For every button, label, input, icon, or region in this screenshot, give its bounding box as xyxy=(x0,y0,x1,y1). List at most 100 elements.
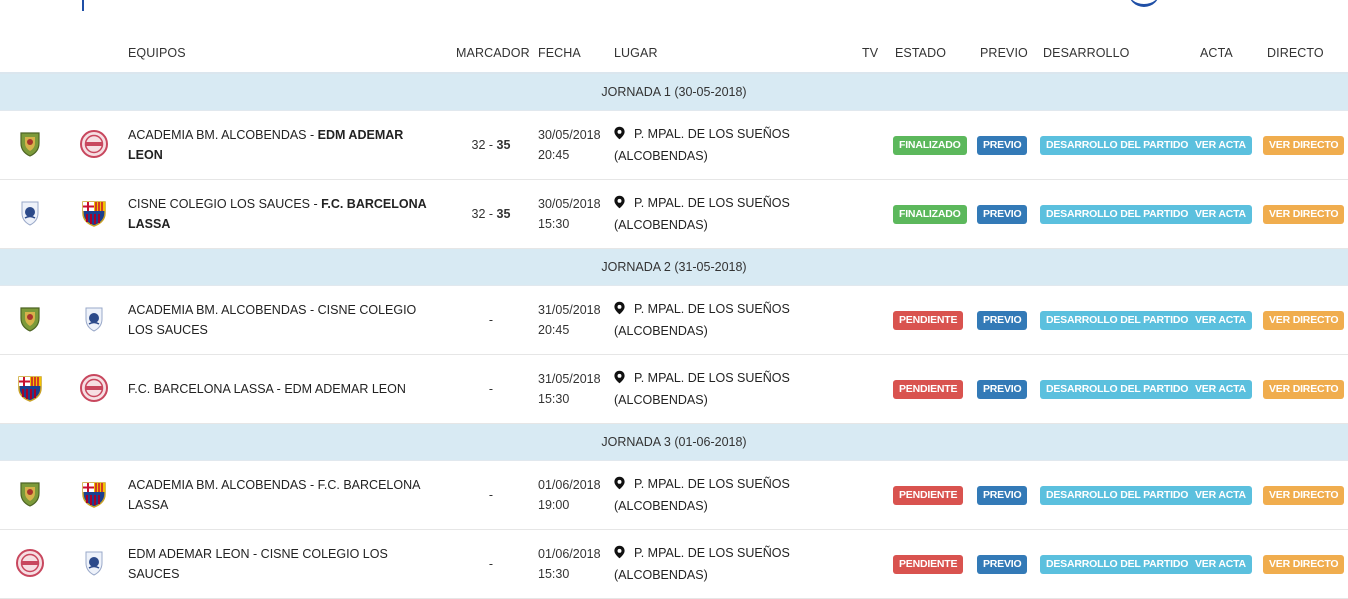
ver-directo-button[interactable]: VER DIRECTO xyxy=(1263,310,1345,330)
col-marcador: MARCADOR xyxy=(450,33,532,74)
ver-acta-button[interactable]: VER ACTA xyxy=(1189,310,1252,330)
previo-button[interactable]: PREVIO xyxy=(977,485,1028,505)
match-venue: P. MPAL. DE LOS SUEÑOS (ALCOBENDAS) xyxy=(614,460,860,530)
previo-button[interactable]: PREVIO xyxy=(977,379,1028,399)
col-previo: PREVIO xyxy=(977,33,1040,74)
venue-name[interactable]: P. MPAL. DE LOS SUEÑOS xyxy=(634,127,790,141)
map-pin-icon xyxy=(614,301,628,321)
jornada-title: JORNADA 1 (30-05-2018) xyxy=(0,73,1348,111)
ademar-crest-icon xyxy=(79,129,109,162)
fixtures-body: JORNADA 1 (30-05-2018) ACADEMIA BM. ALCO… xyxy=(0,73,1348,599)
score-local: 32 xyxy=(471,207,486,221)
previo-button[interactable]: PREVIO xyxy=(977,204,1028,224)
ver-directo-button[interactable]: VER DIRECTO xyxy=(1263,379,1345,399)
table-row[interactable]: F.C. BARCELONA LASSA - EDM ADEMAR LEON -… xyxy=(0,354,1348,424)
ver-directo-button[interactable]: VER DIRECTO xyxy=(1263,485,1345,505)
table-row[interactable]: CISNE COLEGIO LOS SAUCES - F.C. BARCELON… xyxy=(0,179,1348,249)
desarrollo-button[interactable]: DESARROLLO DEL PARTIDO xyxy=(1040,310,1195,330)
match-tv xyxy=(860,110,893,180)
match-teams: CISNE COLEGIO LOS SAUCES - F.C. BARCELON… xyxy=(128,179,450,249)
team-visitor[interactable]: F.C. BARCELONA LASSA xyxy=(128,478,420,512)
match-venue: P. MPAL. DE LOS SUEÑOS (ALCOBENDAS) xyxy=(614,179,860,249)
map-pin-icon xyxy=(614,370,628,390)
date-text: 01/06/2018 xyxy=(538,547,601,561)
jornada-title: JORNADA 3 (01-06-2018) xyxy=(0,423,1348,461)
desarrollo-button[interactable]: DESARROLLO DEL PARTIDO xyxy=(1040,135,1195,155)
team-local[interactable]: EDM ADEMAR LEON xyxy=(128,547,250,561)
team-local[interactable]: ACADEMIA BM. ALCOBENDAS xyxy=(128,128,307,142)
fixtures-table: EQUIPOS MARCADOR FECHA LUGAR TV ESTADO P… xyxy=(0,33,1348,599)
match-score: 32 - 35 xyxy=(450,179,532,249)
col-desarrollo: DESARROLLO xyxy=(1040,33,1189,74)
team-visitor[interactable]: CISNE COLEGIO LOS SAUCES xyxy=(128,303,417,337)
venue-city: (ALCOBENDAS) xyxy=(614,149,708,163)
match-venue: P. MPAL. DE LOS SUEÑOS (ALCOBENDAS) xyxy=(614,529,860,599)
table-row[interactable]: ACADEMIA BM. ALCOBENDAS - F.C. BARCELONA… xyxy=(0,460,1348,530)
date-text: 31/05/2018 xyxy=(538,372,601,386)
team-local[interactable]: ACADEMIA BM. ALCOBENDAS xyxy=(128,478,307,492)
alcobendas-crest-icon xyxy=(15,481,45,512)
table-row[interactable]: ACADEMIA BM. ALCOBENDAS - EDM ADEMAR LEO… xyxy=(0,110,1348,180)
team-local[interactable]: ACADEMIA BM. ALCOBENDAS xyxy=(128,303,307,317)
ver-acta-button[interactable]: VER ACTA xyxy=(1189,554,1252,574)
barcelona-crest-icon xyxy=(79,200,109,231)
match-venue: P. MPAL. DE LOS SUEÑOS (ALCOBENDAS) xyxy=(614,354,860,424)
venue-name[interactable]: P. MPAL. DE LOS SUEÑOS xyxy=(634,302,790,316)
ver-acta-button[interactable]: VER ACTA xyxy=(1189,135,1252,155)
desarrollo-button[interactable]: DESARROLLO DEL PARTIDO xyxy=(1040,554,1195,574)
col-equipos: EQUIPOS xyxy=(128,33,450,74)
venue-city: (ALCOBENDAS) xyxy=(614,324,708,338)
ver-directo-button[interactable]: VER DIRECTO xyxy=(1263,135,1345,155)
ver-acta-button[interactable]: VER ACTA xyxy=(1189,485,1252,505)
desarrollo-button[interactable]: DESARROLLO DEL PARTIDO xyxy=(1040,204,1195,224)
team-local[interactable]: CISNE COLEGIO LOS SAUCES xyxy=(128,197,310,211)
match-date: 01/06/2018 15:30 xyxy=(532,529,614,599)
venue-name[interactable]: P. MPAL. DE LOS SUEÑOS xyxy=(634,546,790,560)
match-tv xyxy=(860,529,893,599)
venue-city: (ALCOBENDAS) xyxy=(614,499,708,513)
desarrollo-button[interactable]: DESARROLLO DEL PARTIDO xyxy=(1040,485,1195,505)
barcelona-crest-icon xyxy=(15,375,45,406)
venue-name[interactable]: P. MPAL. DE LOS SUEÑOS xyxy=(634,477,790,491)
match-date: 30/05/2018 20:45 xyxy=(532,110,614,180)
ver-directo-button[interactable]: VER DIRECTO xyxy=(1263,554,1345,574)
team-visitor[interactable]: EDM ADEMAR LEON xyxy=(128,128,404,162)
score-local: 32 xyxy=(471,138,486,152)
previo-button[interactable]: PREVIO xyxy=(977,135,1028,155)
time-text: 20:45 xyxy=(538,323,570,337)
score-visitor: 35 xyxy=(496,138,511,152)
top-logo-fragment xyxy=(1128,0,1160,7)
match-teams: ACADEMIA BM. ALCOBENDAS - CISNE COLEGIO … xyxy=(128,285,450,355)
map-pin-icon xyxy=(614,476,628,496)
score-visitor: 35 xyxy=(496,207,511,221)
desarrollo-button[interactable]: DESARROLLO DEL PARTIDO xyxy=(1040,379,1195,399)
ver-acta-button[interactable]: VER ACTA xyxy=(1189,379,1252,399)
ver-acta-button[interactable]: VER ACTA xyxy=(1189,204,1252,224)
ver-directo-button[interactable]: VER DIRECTO xyxy=(1263,204,1345,224)
team-local[interactable]: F.C. BARCELONA LASSA xyxy=(128,382,274,396)
jornada-row: JORNADA 3 (01-06-2018) xyxy=(0,423,1348,461)
match-tv xyxy=(860,285,893,355)
match-tv xyxy=(860,460,893,530)
table-row[interactable]: ACADEMIA BM. ALCOBENDAS - CISNE COLEGIO … xyxy=(0,285,1348,355)
time-text: 20:45 xyxy=(538,148,570,162)
previo-button[interactable]: PREVIO xyxy=(977,310,1028,330)
match-score: 32 - 35 xyxy=(450,110,532,180)
time-text: 19:00 xyxy=(538,498,570,512)
ademar-crest-icon xyxy=(79,373,109,406)
venue-name[interactable]: P. MPAL. DE LOS SUEÑOS xyxy=(634,371,790,385)
status-badge: FINALIZADO xyxy=(893,135,967,155)
table-row[interactable]: EDM ADEMAR LEON - CISNE COLEGIO LOS SAUC… xyxy=(0,529,1348,599)
top-bar xyxy=(0,0,1348,14)
date-text: 30/05/2018 xyxy=(538,128,601,142)
map-pin-icon xyxy=(614,195,628,215)
match-venue: P. MPAL. DE LOS SUEÑOS (ALCOBENDAS) xyxy=(614,285,860,355)
match-score: - xyxy=(450,285,532,355)
venue-name[interactable]: P. MPAL. DE LOS SUEÑOS xyxy=(634,196,790,210)
status-badge: PENDIENTE xyxy=(893,554,964,574)
match-teams: ACADEMIA BM. ALCOBENDAS - F.C. BARCELONA… xyxy=(128,460,450,530)
team-visitor[interactable]: EDM ADEMAR LEON xyxy=(284,382,406,396)
previo-button[interactable]: PREVIO xyxy=(977,554,1028,574)
team-visitor[interactable]: F.C. BARCELONA LASSA xyxy=(128,197,427,231)
score-pending: - xyxy=(488,488,494,502)
